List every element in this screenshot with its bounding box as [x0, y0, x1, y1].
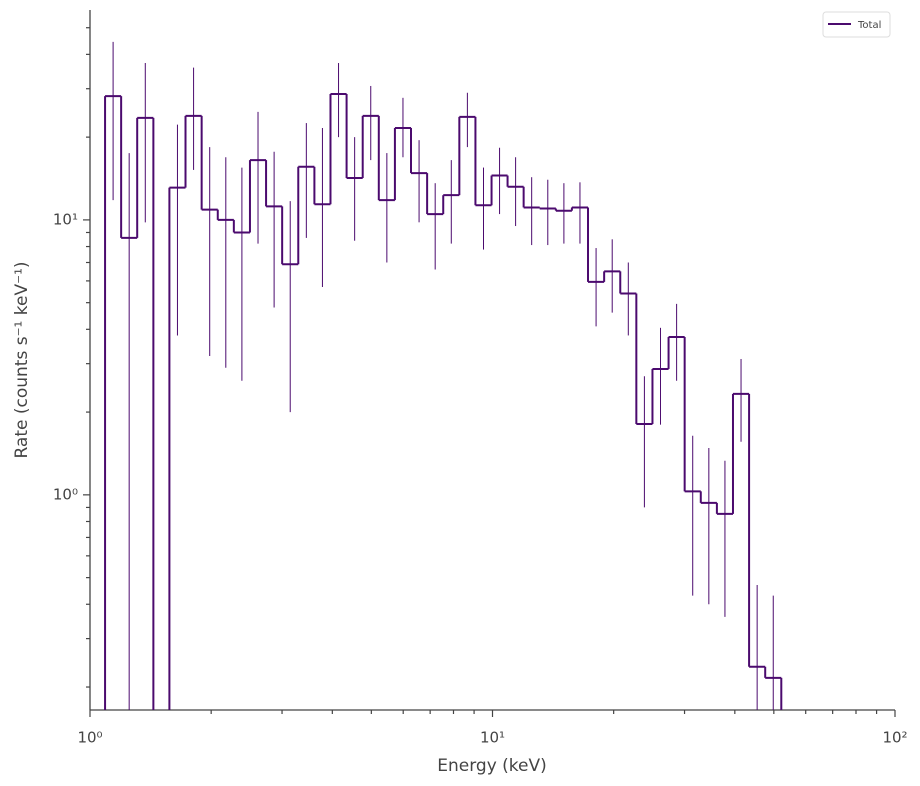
x-axis-label: Energy (keV) — [437, 756, 547, 776]
x-tick-label: 10¹ — [480, 729, 505, 747]
y-axis-label: Rate (counts s⁻¹ keV⁻¹) — [12, 261, 32, 458]
y-tick-label: 10¹ — [53, 210, 78, 228]
y-tick-label: 10⁰ — [53, 485, 78, 503]
x-tick-label: 10⁰ — [77, 729, 102, 747]
x-tick-label: 10² — [882, 729, 907, 747]
legend-label: Total — [857, 20, 881, 31]
legend-box — [822, 11, 891, 38]
